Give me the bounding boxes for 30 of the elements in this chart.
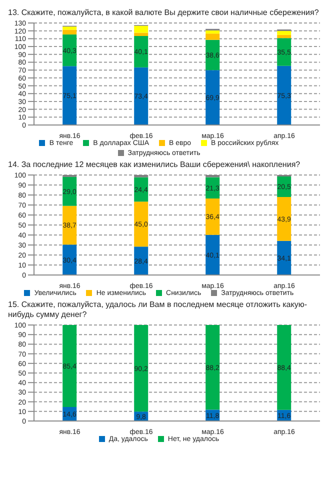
bar xyxy=(134,32,148,36)
bar xyxy=(277,240,292,275)
bar xyxy=(134,26,148,33)
bar xyxy=(206,30,220,34)
bar xyxy=(134,202,148,247)
chart-title: 14. За последние 12 месяцев как изменились Ваши сбережения\ накопления? xyxy=(8,160,302,170)
bar xyxy=(134,325,148,412)
bar xyxy=(62,325,77,407)
bar xyxy=(206,234,220,275)
bar xyxy=(62,176,77,206)
bar xyxy=(277,34,292,38)
bar xyxy=(277,66,292,125)
bar xyxy=(206,34,220,40)
bar xyxy=(206,198,220,235)
bar xyxy=(206,325,220,410)
bar xyxy=(62,34,77,66)
bar xyxy=(134,67,148,125)
bar xyxy=(62,30,77,34)
bar xyxy=(206,70,220,125)
bar xyxy=(134,177,148,202)
bar xyxy=(277,197,292,241)
chart-title: 13. Скажите, пожалуйста, в какой валюте Вы держите свои наличные сбережения? xyxy=(8,8,320,18)
bar xyxy=(277,38,292,66)
chart-title: 15. Скажите, пожалуйста, удалось ли Вам в последнем месяце отложить какую-нибудь сумму денег? xyxy=(8,300,308,320)
bar xyxy=(62,206,77,245)
bar xyxy=(277,31,292,35)
bar xyxy=(134,36,148,68)
bar xyxy=(62,26,77,30)
bar xyxy=(62,66,77,125)
bar xyxy=(277,325,292,410)
